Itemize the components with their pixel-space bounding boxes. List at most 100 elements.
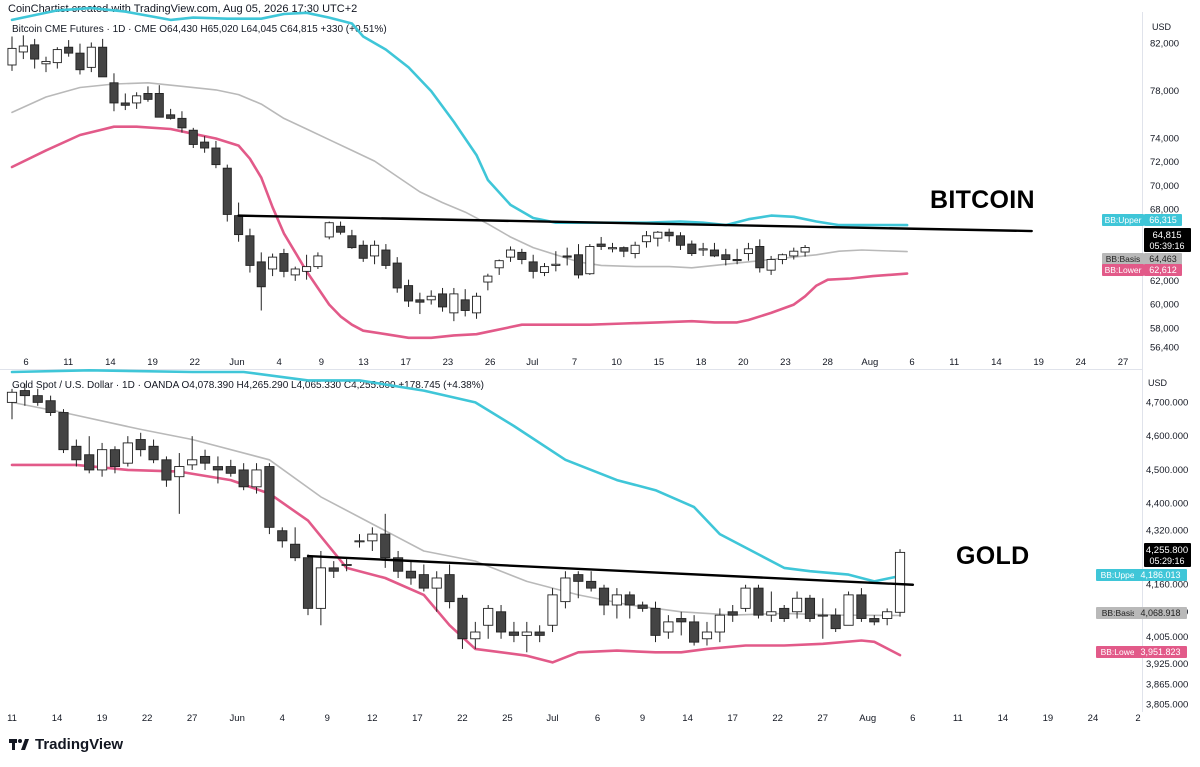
gold-candle <box>277 527 288 548</box>
bitcoin-candle <box>743 242 753 261</box>
bitcoin-candle <box>211 140 221 169</box>
gold-candle-body <box>341 564 352 566</box>
bitcoin-candle-body <box>460 299 470 311</box>
bitcoin-candle <box>438 287 448 312</box>
gold-date-tick: 6 <box>910 713 915 724</box>
gold-candle-body <box>508 631 520 636</box>
bitcoin-candle-body <box>143 93 153 100</box>
bitcoin-candle <box>245 228 255 273</box>
bitcoin-candle <box>166 108 176 120</box>
bitcoin-candle <box>200 136 210 153</box>
gold-price-tick: 3,925.000 <box>1146 659 1188 670</box>
bitcoin-candle <box>777 253 787 265</box>
gold-price-tick: 4,320.000 <box>1146 526 1188 537</box>
gold-candle-body <box>187 459 198 466</box>
gold-candle-body <box>315 567 326 609</box>
bitcoin-candle-body <box>222 167 232 215</box>
gold-candle-body <box>225 466 236 474</box>
bitcoin-date-tick: 14 <box>991 357 1002 368</box>
bitcoin-candle-body <box>98 46 108 78</box>
bitcoin-candle <box>415 292 425 315</box>
gold-candle-body <box>882 611 893 619</box>
bitcoin-candle-body <box>732 259 742 262</box>
bitcoin-candle <box>132 92 142 109</box>
gold-date-tick: 22 <box>457 713 468 724</box>
gold-candle <box>882 608 893 626</box>
bitcoin-candle-body <box>268 256 278 270</box>
gold-candle-body <box>71 445 82 461</box>
gold-candle-body <box>199 455 211 464</box>
gold-candle <box>753 584 764 619</box>
gold-candle <box>58 409 69 454</box>
bitcoin-date-tick: 28 <box>822 357 833 368</box>
gold-date-tick: 11 <box>7 713 17 724</box>
gold-pane-label: GOLD <box>956 542 1030 570</box>
bitcoin-candle-body <box>675 235 685 246</box>
gold-candle <box>547 588 558 633</box>
gold-candle-body <box>380 533 391 559</box>
bitcoin-candle-body <box>324 222 334 238</box>
bitcoin-candle <box>789 247 799 260</box>
gold-candle <box>251 463 262 494</box>
bitcoin-date-tick: 20 <box>738 357 749 368</box>
gold-candle <box>611 588 622 619</box>
bitcoin-candle <box>641 231 652 248</box>
bitcoin-candle-body <box>64 46 74 54</box>
bitcoin-candle-body <box>200 141 210 149</box>
bitcoin-candle-body <box>302 266 312 272</box>
gold-candle-body <box>58 412 69 451</box>
gold-date-tick: 14 <box>682 713 693 724</box>
bitcoin-candle-body <box>18 45 28 53</box>
gold-candle-body <box>6 391 18 403</box>
bitcoin-candle <box>449 287 459 322</box>
gold-candle-body <box>766 611 777 616</box>
bitcoin-candle <box>494 259 504 275</box>
bitcoin-candle <box>517 248 527 265</box>
gold-candle-body <box>534 631 545 636</box>
bitcoin-candle <box>381 244 391 269</box>
bitcoin-candle <box>222 164 232 222</box>
bitcoin-date-tick: 13 <box>358 357 369 368</box>
bitcoin-candle <box>664 228 674 242</box>
gold-candle-body <box>624 594 635 606</box>
bitcoin-candle <box>154 85 164 118</box>
bitcoin-candle <box>539 263 550 277</box>
gold-candle-body <box>483 607 494 626</box>
gold-date-tick: 19 <box>97 713 108 724</box>
bitcoin-candle-body <box>415 299 425 303</box>
gold-candle-body <box>894 551 906 613</box>
gold-candle <box>354 534 365 548</box>
gold-date-tick: 25 <box>502 713 513 724</box>
gold-candle-body <box>804 597 816 619</box>
gold-candle <box>701 621 713 646</box>
bitcoin-candle <box>619 246 629 258</box>
bitcoin-date-tick: 6 <box>909 357 914 368</box>
gold-date-tick: 22 <box>142 713 153 724</box>
bitcoin-pane-label: BITCOIN <box>930 186 1035 214</box>
gold-candle-body <box>418 574 429 589</box>
gold-candle <box>573 571 584 599</box>
gold-candle-body <box>354 540 365 543</box>
gold-badge-label-box <box>1096 569 1142 581</box>
gold-candle-body <box>148 445 159 461</box>
gold-candle <box>830 608 841 633</box>
bitcoin-candle <box>732 248 742 265</box>
gold-candle-body <box>302 557 314 609</box>
gold-badge-value-box <box>1134 569 1187 581</box>
bitcoin-candle <box>177 111 187 133</box>
gold-price-tick: 4,500.000 <box>1146 465 1188 476</box>
gold-candle-body <box>856 594 867 619</box>
bitcoin-bb-upper-line <box>10 6 909 227</box>
gold-candle <box>560 571 571 609</box>
tradingview-logo[interactable]: TradingView <box>9 736 123 753</box>
bitcoin-candle <box>573 244 584 279</box>
bitcoin-price-tick: 70,000 <box>1150 181 1179 192</box>
bitcoin-candle <box>347 229 357 249</box>
bitcoin-date-tick: Jul <box>526 357 538 368</box>
bitcoin-date-tick: 19 <box>147 357 158 368</box>
bitcoin-candle <box>64 40 74 57</box>
bitcoin-date-tick: 27 <box>1118 357 1129 368</box>
gold-candle-body <box>727 611 738 616</box>
bitcoin-candle-body <box>641 235 652 243</box>
